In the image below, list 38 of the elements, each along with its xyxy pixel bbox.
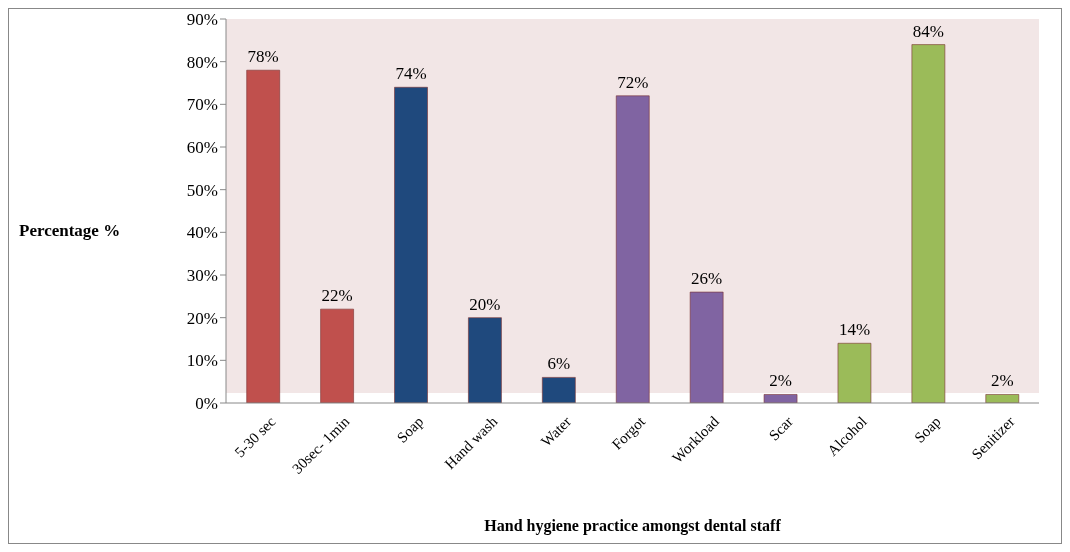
x-tick-label: Scar — [765, 413, 796, 444]
y-tick-label: 0% — [195, 394, 218, 414]
y-tick-label: 80% — [186, 52, 218, 72]
x-tick-label: 5-30 sec — [231, 413, 279, 461]
data-label: 22% — [321, 286, 353, 306]
x-tick-label: Soap — [911, 413, 944, 446]
data-label: 78% — [247, 47, 279, 67]
bar — [542, 377, 576, 403]
data-label: 72% — [617, 72, 649, 92]
bar — [837, 342, 872, 403]
bar — [689, 291, 724, 403]
data-label: 20% — [469, 294, 501, 314]
y-tick-label: 30% — [186, 266, 218, 286]
y-tick-label: 70% — [186, 95, 218, 115]
data-label: 74% — [395, 64, 427, 84]
bar — [985, 394, 1020, 403]
y-tick-label: 10% — [186, 351, 218, 371]
data-label: 26% — [691, 269, 723, 289]
y-tick-label: 40% — [186, 223, 218, 243]
data-label: 2% — [990, 371, 1014, 391]
x-tick-label: Soap — [393, 413, 427, 446]
y-tick-label: 90% — [186, 10, 218, 30]
bar — [246, 69, 280, 403]
y-tick-label: 50% — [186, 180, 218, 200]
x-axis-title: Hand hygiene practice amongst dental staff — [483, 517, 782, 535]
bar — [394, 86, 428, 403]
bar — [320, 308, 354, 403]
y-tick-label: 20% — [186, 308, 218, 328]
bar — [468, 317, 502, 403]
data-label: 2% — [769, 371, 792, 391]
bar — [763, 394, 798, 403]
y-tick-label: 60% — [186, 138, 218, 158]
bar — [615, 95, 650, 403]
data-label: 6% — [547, 354, 571, 374]
data-label: 14% — [838, 320, 871, 340]
bar — [911, 44, 946, 403]
data-label: 84% — [912, 21, 944, 41]
y-axis-title: Percentage % — [19, 221, 121, 241]
